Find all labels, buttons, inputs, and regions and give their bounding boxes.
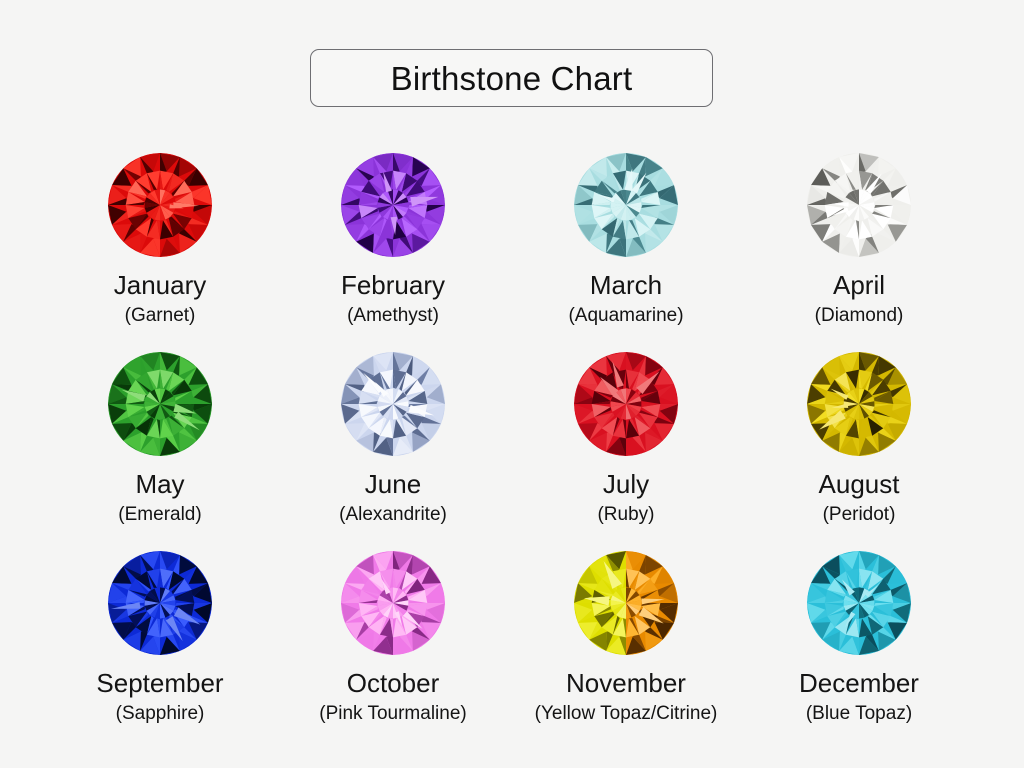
birthstone-cell-june[interactable]: June (Alexandrite) xyxy=(277,335,510,534)
birthstone-cell-august[interactable]: August (Peridot) xyxy=(743,335,976,534)
birthstone-row: September (Sapphire) October (Pink Tourm… xyxy=(44,534,1024,734)
stone-label: (Sapphire) xyxy=(115,703,205,725)
gemstone-icon xyxy=(806,152,912,258)
gemstone-icon xyxy=(573,152,679,258)
stone-label: (Ruby) xyxy=(597,504,655,526)
month-label: September xyxy=(96,668,224,698)
stone-label: (Aquamarine) xyxy=(568,305,684,327)
birthstone-cell-october[interactable]: October (Pink Tourmaline) xyxy=(277,534,510,734)
stone-label: (Garnet) xyxy=(124,305,196,327)
birthstone-grid: January (Garnet) February (Amethyst) Mar… xyxy=(0,136,1024,734)
month-label: August xyxy=(818,469,900,499)
month-label: October xyxy=(346,668,440,698)
month-label: March xyxy=(589,270,663,300)
gemstone-icon xyxy=(340,351,446,457)
stone-label: (Diamond) xyxy=(814,305,904,327)
birthstone-cell-december[interactable]: December (Blue Topaz) xyxy=(743,534,976,734)
birthstone-cell-november[interactable]: November (Yellow Topaz/Citrine) xyxy=(510,534,743,734)
gemstone-icon xyxy=(573,351,679,457)
birthstone-row: May (Emerald) June (Alexandrite) July (R… xyxy=(44,335,1024,534)
page-title: Birthstone Chart xyxy=(390,59,633,97)
birthstone-cell-march[interactable]: March (Aquamarine) xyxy=(510,136,743,335)
gemstone-icon-split xyxy=(573,550,679,656)
gemstone-icon xyxy=(107,152,213,258)
birthstone-cell-january[interactable]: January (Garnet) xyxy=(44,136,277,335)
stone-label: (Peridot) xyxy=(822,504,896,526)
month-label: July xyxy=(602,469,650,499)
month-label: June xyxy=(364,469,422,499)
gemstone-icon xyxy=(340,152,446,258)
birthstone-cell-july[interactable]: July (Ruby) xyxy=(510,335,743,534)
gemstone-icon xyxy=(340,550,446,656)
stone-label: (Pink Tourmaline) xyxy=(319,703,467,725)
month-label: February xyxy=(340,270,446,300)
gemstone-icon xyxy=(107,351,213,457)
month-label: April xyxy=(832,270,885,300)
stone-label: (Emerald) xyxy=(118,504,202,526)
stone-label: (Yellow Topaz/Citrine) xyxy=(534,703,718,725)
birthstone-cell-february[interactable]: February (Amethyst) xyxy=(277,136,510,335)
birthstone-row: January (Garnet) February (Amethyst) Mar… xyxy=(44,136,1024,335)
chart-title-box: Birthstone Chart xyxy=(310,49,713,107)
birthstone-cell-april[interactable]: April (Diamond) xyxy=(743,136,976,335)
stone-label: (Alexandrite) xyxy=(339,504,447,526)
gemstone-icon xyxy=(107,550,213,656)
gemstone-icon xyxy=(806,550,912,656)
stone-label: (Blue Topaz) xyxy=(805,703,913,725)
birthstone-cell-september[interactable]: September (Sapphire) xyxy=(44,534,277,734)
month-label: November xyxy=(566,668,686,698)
gemstone-icon xyxy=(806,351,912,457)
month-label: December xyxy=(799,668,919,698)
month-label: May xyxy=(135,469,185,499)
stone-label: (Amethyst) xyxy=(347,305,439,327)
birthstone-cell-may[interactable]: May (Emerald) xyxy=(44,335,277,534)
month-label: January xyxy=(113,270,207,300)
